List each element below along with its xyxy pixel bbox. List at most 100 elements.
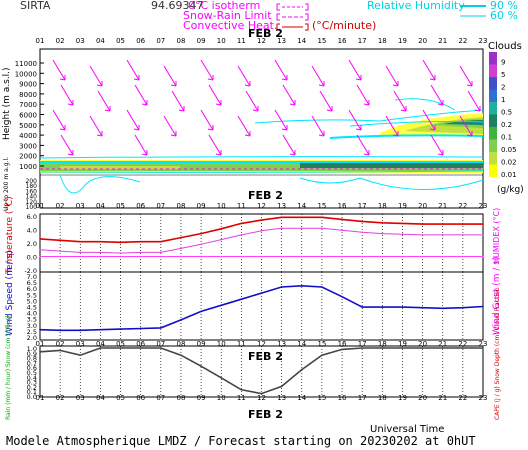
wind-point — [180, 319, 182, 321]
hour-tick-top-13: 13 — [277, 37, 286, 45]
hour-tick-mid-15: 15 — [317, 202, 326, 210]
hour-tick-wind-09: 09 — [197, 340, 206, 348]
wind-arrow-head — [400, 106, 407, 112]
rain-series — [39, 347, 484, 395]
wind-arrow-head — [67, 150, 74, 156]
cloud-legend-tick-0.01: 0.01 — [501, 171, 517, 179]
temperature-point — [260, 219, 263, 221]
humidex-ylabel: HUMIDEX (°C) — [492, 208, 501, 264]
wind-point — [79, 329, 82, 332]
rain-point — [401, 347, 404, 349]
hour-tick-bottom-17: 17 — [358, 394, 367, 402]
temperature-point — [180, 236, 182, 239]
hour-tick-top-14: 14 — [297, 37, 306, 45]
wind-arrow — [348, 109, 362, 131]
cloud-legend-tick-1: 1 — [501, 96, 505, 104]
wind-arrow-head — [170, 81, 177, 87]
wind-point — [119, 328, 122, 330]
temp-ylabel: Temperature (°C) — [5, 196, 15, 275]
rain-tick-1.0: 1.0 — [27, 345, 37, 353]
hour-tick-mid-23: 23 — [479, 202, 488, 210]
wind-arrow — [60, 84, 74, 106]
rain-point — [321, 354, 323, 357]
hour-tick-wind-10: 10 — [217, 340, 226, 348]
clouds-unit: (g/kg) — [497, 185, 524, 195]
temperature-tick--2.0: -2.0 — [24, 267, 37, 275]
rain-point — [441, 347, 444, 349]
temperature-point — [240, 234, 243, 236]
temperature-point — [341, 229, 343, 231]
gust-ylabel: Wind Gust (m / s) — [492, 257, 502, 335]
legend-rh-60: 60 % — [490, 9, 518, 22]
wind-arrow-head — [281, 125, 288, 131]
rain-point — [300, 368, 303, 371]
hour-tick-top-16: 16 — [338, 37, 347, 45]
temperature-point — [180, 247, 182, 250]
wind-ylabel: Wind Speed (m / s) — [5, 250, 15, 336]
rain-point — [119, 347, 122, 349]
hour-tick-wind-06: 06 — [136, 340, 145, 348]
wind-arrow-head — [207, 125, 214, 131]
wind-arrow — [459, 65, 473, 87]
hour-tick-top-12: 12 — [257, 37, 266, 45]
hour-tick-top-04: 04 — [96, 37, 105, 45]
temperature-point — [59, 250, 61, 252]
cloud-legend-swatch — [489, 102, 497, 115]
wind-arrow-head — [429, 75, 436, 81]
hour-tick-bottom-22: 22 — [458, 394, 467, 402]
hour-tick-top-19: 19 — [398, 37, 407, 45]
wind-tick-5.0: 5.0 — [27, 297, 37, 305]
rain-tick-0.6: 0.6 — [27, 364, 37, 372]
hour-tick-bottom-15: 15 — [317, 394, 326, 402]
hour-tick-mid-06: 06 — [136, 202, 145, 210]
temperature-point — [99, 240, 102, 243]
wind-tick-3.0: 3.0 — [27, 322, 37, 330]
wind-tick-6.0: 6.0 — [27, 285, 37, 293]
temperature-point — [421, 255, 424, 258]
hour-tick-bottom-13: 13 — [277, 394, 286, 402]
height-tick-4000: 4000 — [19, 132, 37, 140]
hour-tick-top-08: 08 — [176, 37, 185, 45]
temperature-point — [321, 227, 323, 229]
wind-arrow — [171, 90, 185, 112]
wind-arrow — [356, 84, 370, 106]
temperature-point — [220, 255, 223, 258]
hour-tick-top-03: 03 — [76, 37, 85, 45]
rain-tick-0.3: 0.3 — [27, 379, 37, 387]
wind-arrow — [60, 134, 74, 156]
station-label: SIRTA — [20, 0, 51, 12]
wind-point — [441, 307, 444, 310]
rain-tick-0.8: 0.8 — [27, 355, 37, 363]
temperature-point — [441, 223, 444, 225]
height-tick-3000: 3000 — [19, 142, 37, 150]
wind-arrow-head — [437, 100, 444, 106]
hour-tick-wind-19: 19 — [398, 340, 407, 348]
rain-ylabel: Rain (mm / hour) Snow (cm / hour) — [5, 316, 12, 420]
wind-point — [39, 328, 41, 331]
wind-arrow-head — [429, 125, 436, 131]
height-tick-7000: 7000 — [19, 101, 37, 109]
hour-tick-wind-11: 11 — [237, 340, 246, 348]
wind-arrow — [282, 134, 296, 156]
height-tick-2000: 2000 — [19, 153, 37, 161]
temperature-point — [361, 220, 363, 223]
temperature-point — [280, 255, 283, 258]
temperature-point — [482, 223, 484, 225]
height-ticks: 11000 10000 9000 8000 7000 6000 5000 4000 3000 20… — [15, 60, 44, 211]
cloud-legend-tick-9: 9 — [501, 59, 505, 67]
hour-tick-mid-03: 03 — [76, 202, 85, 210]
temperature-point — [119, 241, 122, 244]
wind-series — [39, 284, 484, 332]
temperature-point — [200, 255, 202, 258]
rain-point — [139, 347, 142, 349]
hour-tick-mid-13: 13 — [277, 202, 286, 210]
wind-point — [160, 327, 162, 329]
wind-arrow — [200, 59, 214, 81]
temperature-point — [160, 240, 162, 243]
hour-tick-top-18: 18 — [378, 37, 387, 45]
temperature-point — [462, 255, 464, 258]
wind-arrow-head — [474, 106, 481, 112]
date-label-rain: FEB 2 — [248, 350, 283, 363]
temperature-point — [462, 234, 464, 236]
hour-tick-mid-09: 09 — [197, 202, 206, 210]
